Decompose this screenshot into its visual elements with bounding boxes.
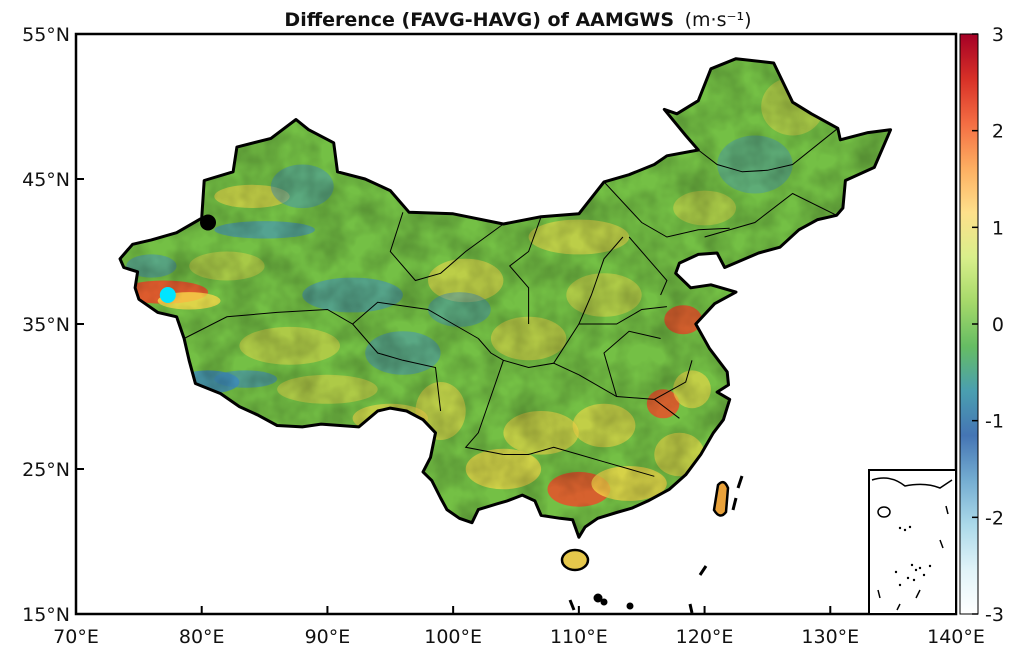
province-boundary (352, 323, 442, 412)
province-boundary (503, 446, 655, 477)
x-tick-label: 90°E (305, 626, 351, 648)
x-tick-label: 80°E (179, 626, 225, 648)
x-tick-label: 100°E (424, 626, 482, 648)
y-tick-label: 35°N (22, 314, 70, 336)
province-boundary (654, 360, 693, 400)
province-boundary (603, 181, 730, 238)
y-tick-label: 15°N (22, 604, 70, 626)
colorbar: 3 2 1 0 -1 -2 -3 (959, 24, 1004, 626)
colorbar-tick-label: 0 (992, 314, 1004, 336)
colorbar-tick-label: 1 (992, 217, 1004, 239)
province-boundary (578, 306, 667, 325)
hainan-island (560, 548, 590, 572)
province-boundary (508, 216, 542, 324)
south-china-sea-dashes (568, 475, 744, 614)
colorbar-tick-label: 3 (992, 24, 1004, 46)
colorbar-tick-label: -1 (985, 411, 1004, 433)
province-boundary (628, 236, 668, 296)
national-border (118, 57, 893, 539)
y-axis: 55°N 45°N 35°N 25°N 15°N (22, 24, 84, 626)
south-china-sea-inset (868, 469, 957, 615)
x-tick-label: 130°E (801, 626, 859, 648)
x-axis: 70°E 80°E 90°E 100°E 110°E 120°E 130°E 140°E (53, 606, 985, 648)
province-boundary (578, 374, 680, 419)
y-tick-label: 25°N (22, 459, 70, 481)
province-borders (183, 127, 839, 477)
x-tick-label: 140°E (927, 626, 985, 648)
x-tick-label: 110°E (550, 626, 608, 648)
x-tick-label: 120°E (676, 626, 734, 648)
taiwan-island (712, 480, 730, 517)
chart-title: Difference (FAVG-HAVG) of AAMGWS (m·s⁻¹) (284, 9, 751, 31)
province-boundary (389, 212, 504, 282)
province-boundary (464, 360, 504, 455)
y-tick-label: 45°N (22, 169, 70, 191)
black-station-marker (200, 214, 216, 231)
province-boundary (477, 338, 580, 376)
y-tick-label: 55°N (22, 24, 70, 46)
colorbar-tick-label: 2 (992, 121, 1004, 143)
cyan-station-marker (159, 287, 176, 303)
province-boundary (603, 330, 661, 397)
colorbar-tick-label: -2 (985, 507, 1004, 529)
province-boundary (697, 127, 839, 173)
province-boundary (704, 192, 837, 238)
province-boundary (553, 236, 624, 364)
x-tick-label: 70°E (53, 626, 99, 648)
colorbar-tick-label: -3 (985, 604, 1004, 626)
